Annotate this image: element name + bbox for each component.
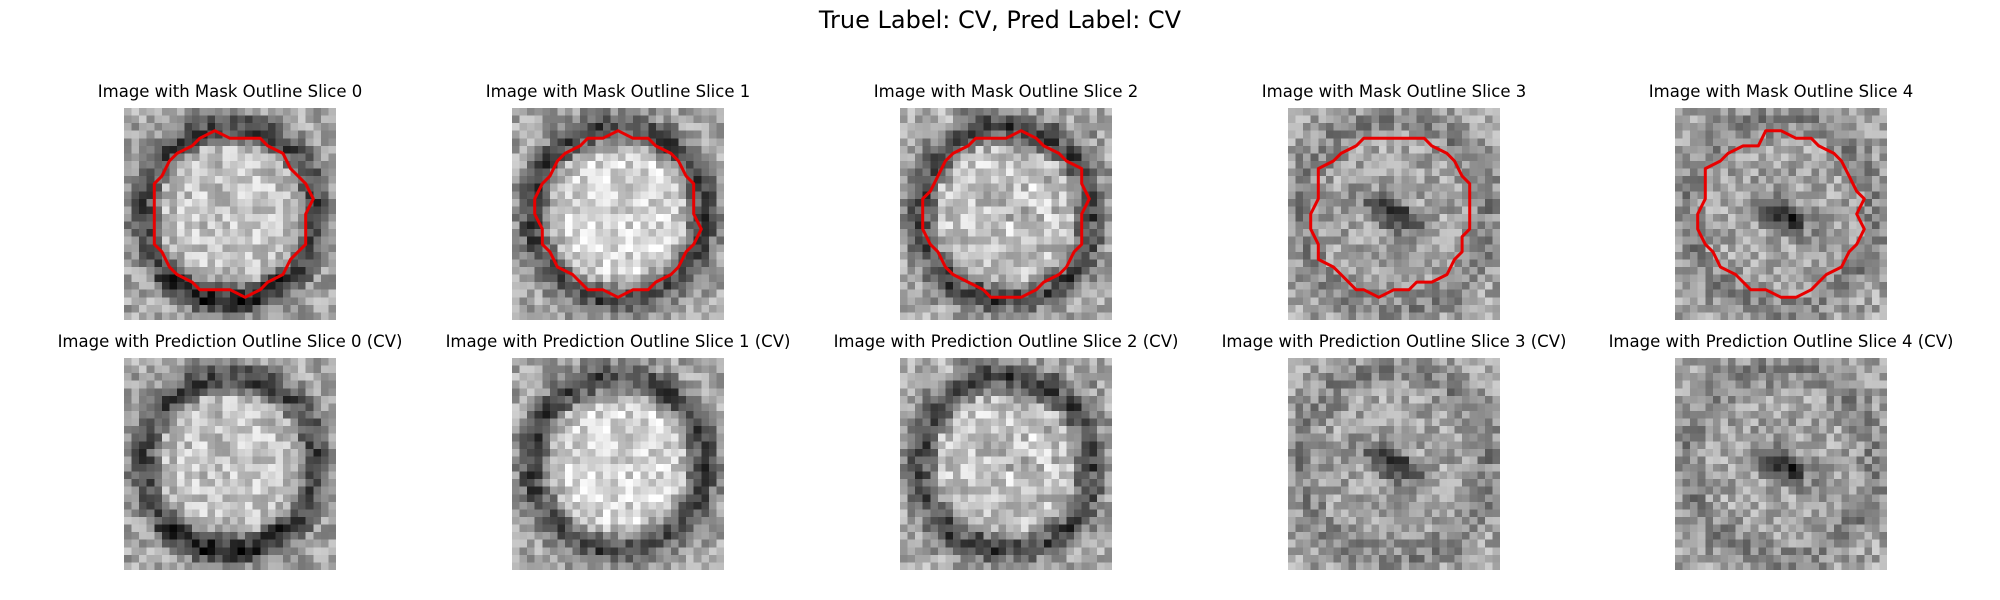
mask-panel-title: Image with Mask Outline Slice 0 [97, 82, 363, 101]
slice-image [900, 108, 1112, 320]
mask-panel-slice-2: Image with Mask Outline Slice 2 [826, 82, 1186, 322]
slice-pixels [1675, 358, 1887, 570]
slice-pixels [124, 358, 336, 570]
prediction-panel-slice-3: Image with Prediction Outline Slice 3 (C… [1214, 332, 1574, 572]
prediction-panel-slice-2: Image with Prediction Outline Slice 2 (C… [826, 332, 1186, 572]
mask-panel-title: Image with Mask Outline Slice 4 [1648, 82, 1914, 101]
mask-panel-slice-3: Image with Mask Outline Slice 3 [1214, 82, 1574, 322]
prediction-panel-title: Image with Prediction Outline Slice 4 (C… [1608, 332, 1954, 351]
slice-pixels [1288, 358, 1500, 570]
slice-image [512, 108, 724, 320]
prediction-panel-title: Image with Prediction Outline Slice 2 (C… [833, 332, 1179, 351]
mask-outline-path [152, 129, 315, 299]
mask-outline [921, 129, 1091, 299]
slice-image [1675, 358, 1887, 570]
mask-outline [533, 129, 703, 299]
mask-outline [1309, 136, 1472, 299]
slice-image [1288, 358, 1500, 570]
mask-outline-path [921, 129, 1091, 299]
mask-outline-path [1309, 136, 1472, 299]
slice-pixels [512, 108, 724, 320]
mask-panel-slice-4: Image with Mask Outline Slice 4 [1601, 82, 1961, 322]
slice-pixels [512, 358, 724, 570]
figure-suptitle: True Label: CV, Pred Label: CV [818, 6, 1182, 34]
mask-outline-path [1696, 129, 1866, 299]
slice-image [1675, 108, 1887, 320]
prediction-panel-slice-0: Image with Prediction Outline Slice 0 (C… [50, 332, 410, 572]
slice-image [124, 358, 336, 570]
slice-pixels [1288, 108, 1500, 320]
mask-panel-slice-0: Image with Mask Outline Slice 0 [50, 82, 410, 322]
prediction-panel-slice-4: Image with Prediction Outline Slice 4 (C… [1601, 332, 1961, 572]
slice-pixels [900, 358, 1112, 570]
prediction-panel-slice-1: Image with Prediction Outline Slice 1 (C… [438, 332, 798, 572]
mask-outline [152, 129, 315, 299]
slice-pixels [124, 108, 336, 320]
prediction-panel-title: Image with Prediction Outline Slice 0 (C… [57, 332, 403, 351]
slice-pixels [900, 108, 1112, 320]
mask-panel-title: Image with Mask Outline Slice 1 [485, 82, 751, 101]
mask-panel-slice-1: Image with Mask Outline Slice 1 [438, 82, 798, 322]
prediction-panel-title: Image with Prediction Outline Slice 3 (C… [1221, 332, 1567, 351]
slice-image [124, 108, 336, 320]
mask-panel-title: Image with Mask Outline Slice 3 [1261, 82, 1527, 101]
mask-outline [1696, 129, 1866, 299]
slice-image [1288, 108, 1500, 320]
slice-pixels [1675, 108, 1887, 320]
slice-image [512, 358, 724, 570]
mask-outline-path [533, 129, 703, 299]
mask-panel-title: Image with Mask Outline Slice 2 [873, 82, 1139, 101]
slice-image [900, 358, 1112, 570]
prediction-panel-title: Image with Prediction Outline Slice 1 (C… [445, 332, 791, 351]
